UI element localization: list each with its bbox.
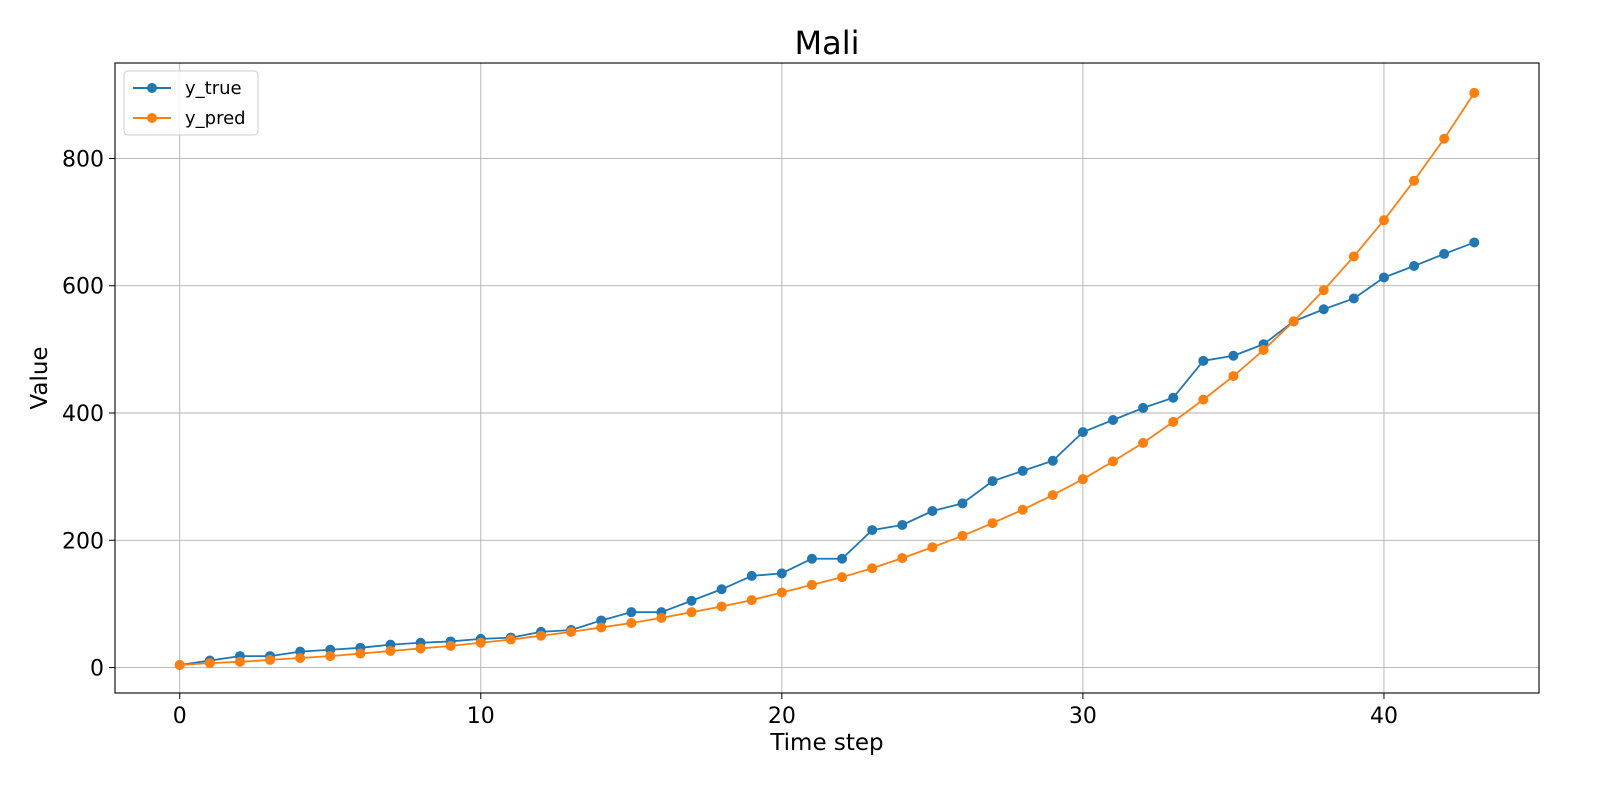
data-point-y-pred [987,518,998,529]
data-point-y-true [1439,248,1450,259]
data-point-y-pred [295,653,306,663]
chart-title: Mali [795,24,860,62]
data-point-y-pred [626,618,637,628]
data-point-y-pred [234,656,245,667]
data-point-y-true [867,525,878,536]
data-point-y-pred [1288,316,1299,327]
data-point-y-pred [1378,215,1389,226]
data-point-y-pred [776,587,787,598]
data-point-y-pred [927,542,938,553]
data-point-y-true [837,553,848,564]
data-point-y-pred [204,658,215,669]
data-point-y-true [1077,427,1088,438]
data-point-y-pred [1439,133,1450,144]
legend: y_true y_pred [123,70,259,136]
data-point-y-pred [716,601,727,612]
data-point-y-true [1409,261,1420,271]
legend-marker-y-pred [147,113,157,123]
data-point-y-true [626,607,637,618]
legend-label-y-pred: y_pred [185,108,246,129]
plot-background [115,63,1539,693]
y-tick-label: 200 [62,529,104,554]
data-point-y-pred [566,626,577,637]
y-tick-label: 800 [62,147,104,172]
data-point-y-pred [355,648,366,659]
x-tick-label: 10 [467,704,495,729]
data-point-y-true [987,476,998,487]
x-tick-label: 0 [173,704,187,729]
y-tick-label: 600 [62,275,104,300]
data-point-y-pred [1258,345,1269,355]
data-point-y-true [1047,455,1058,466]
data-point-y-pred [265,654,276,665]
y-tick-label: 400 [62,402,104,427]
data-point-y-pred [325,651,336,662]
data-point-y-pred [656,612,667,623]
grid [115,63,1539,693]
data-point-y-pred [1108,456,1118,467]
data-point-y-true [1318,304,1329,315]
data-point-y-pred [957,530,968,541]
data-point-y-pred [1318,285,1329,296]
data-point-y-pred [174,660,185,670]
data-point-y-pred [1077,474,1088,485]
series-line-y-pred [179,92,1476,666]
data-point-y-true [596,615,607,626]
data-point-y-pred [1168,416,1179,427]
series-y-pred [174,87,1480,670]
data-point-y-true [1469,237,1480,248]
data-point-y-true [1198,355,1209,366]
y-tick-label: 0 [90,657,104,682]
data-point-y-true [1108,415,1118,425]
data-point-y-true [957,498,968,509]
data-point-y-pred [897,553,908,564]
data-point-y-pred [746,595,757,606]
data-point-y-true [1017,465,1028,476]
plot-frame [114,62,1540,694]
data-point-y-pred [385,646,396,656]
legend-label-y-true: y_true [185,78,242,99]
data-point-y-pred [445,640,456,651]
data-point-y-pred [1348,251,1359,262]
data-point-y-pred [686,607,697,618]
data-point-y-true [1378,272,1389,283]
data-point-y-true [716,584,727,595]
data-point-y-true [1348,293,1359,304]
series-layer [174,87,1480,670]
data-point-y-pred [1047,490,1058,501]
data-point-y-true [927,506,938,516]
data-point-y-pred [1198,394,1209,405]
data-point-y-pred [837,572,848,583]
data-point-y-true [1138,402,1149,413]
x-tick-label: 20 [768,704,796,729]
data-point-y-pred [1017,504,1028,515]
data-point-y-true [897,520,908,530]
x-tick-label: 30 [1069,704,1097,729]
data-point-y-true [806,553,817,564]
data-point-y-true [686,595,697,606]
data-point-y-pred [867,563,878,574]
data-point-y-pred [806,579,817,590]
x-axis-label: Time step [769,730,883,756]
data-point-y-pred [505,634,516,645]
series-line-y-true [179,241,1475,666]
data-point-y-pred [596,622,607,633]
data-point-y-true [746,570,757,581]
data-point-y-pred [1138,437,1149,448]
data-point-y-pred [536,630,546,641]
data-point-y-pred [1469,87,1480,98]
x-tick-label: 40 [1370,704,1398,729]
data-point-y-pred [1228,371,1239,382]
data-point-y-true [1168,392,1179,403]
legend-marker-y-true [147,83,157,93]
data-point-y-pred [415,643,426,654]
data-point-y-pred [475,637,486,648]
data-point-y-true [776,568,787,579]
y-axis-label: Value [27,346,53,409]
data-point-y-true [1228,350,1239,361]
data-point-y-pred [1409,175,1420,186]
